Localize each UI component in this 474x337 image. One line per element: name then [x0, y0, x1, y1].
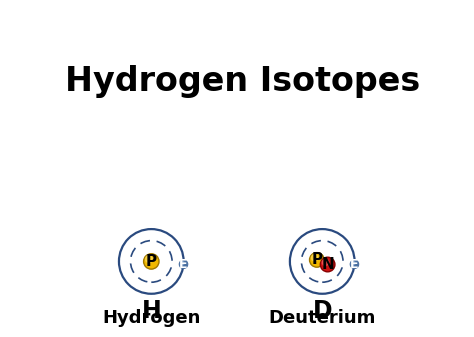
Circle shape	[320, 257, 335, 272]
Text: P: P	[146, 254, 157, 269]
Circle shape	[322, 259, 329, 266]
Text: H: H	[141, 299, 161, 323]
Text: Hydrogen Isotopes: Hydrogen Isotopes	[65, 65, 420, 98]
Text: E: E	[179, 258, 188, 271]
Circle shape	[146, 256, 153, 263]
Circle shape	[352, 261, 355, 265]
Text: N: N	[321, 257, 334, 272]
Circle shape	[350, 260, 359, 269]
Text: Hydrogen: Hydrogen	[102, 309, 201, 327]
Circle shape	[181, 261, 184, 265]
Circle shape	[311, 254, 318, 261]
Circle shape	[144, 254, 159, 269]
Text: P: P	[311, 252, 322, 267]
Text: Deuterium: Deuterium	[269, 309, 376, 327]
Circle shape	[179, 260, 188, 269]
Circle shape	[310, 252, 324, 267]
Text: D: D	[312, 299, 332, 323]
Text: E: E	[350, 258, 359, 271]
